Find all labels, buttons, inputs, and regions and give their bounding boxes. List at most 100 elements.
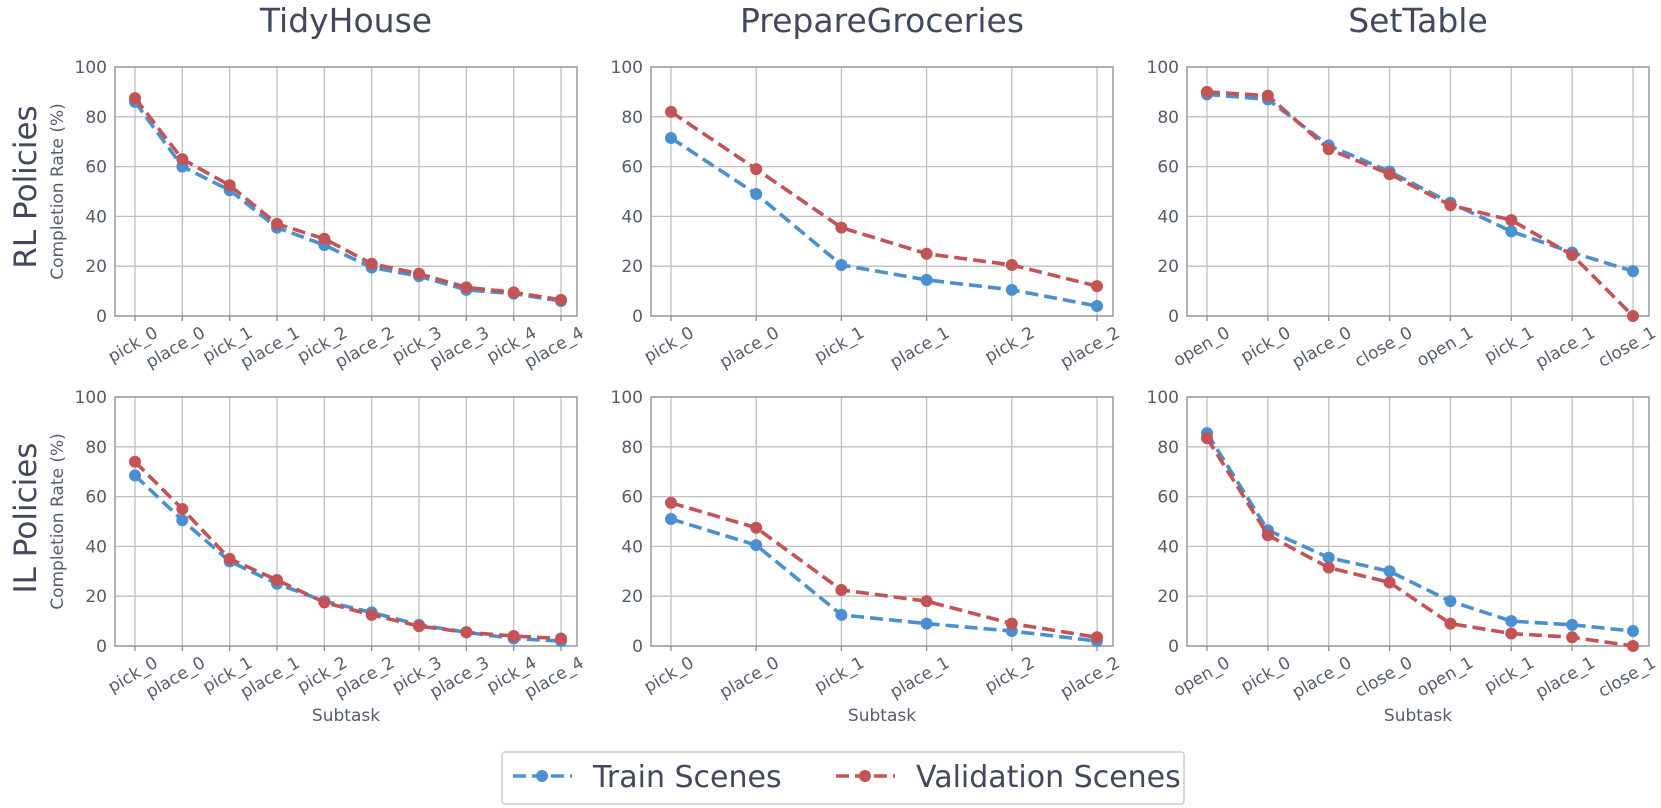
series-line-validation-scenes [1205,437,1634,648]
data-point-validation-scenes [271,574,283,587]
y-tick-label: 60 [621,488,643,508]
y-tick-label: 60 [85,488,107,508]
data-point-validation-scenes [1322,561,1335,574]
row-title-rl: RL Policies [8,105,44,268]
y-tick-label: 0 [632,637,643,657]
y-tick-label: 80 [1157,438,1179,458]
data-point-validation-scenes [365,608,378,621]
subplot-5: 0 20 40 60 80 100 pick_0 place_0 pick_1 place_1 pi… [611,388,1124,726]
plot-frame [114,396,578,647]
data-point-train-scenes [750,539,763,552]
data-point-validation-scenes [271,217,283,230]
x-axis-label: Subtask [1384,706,1452,726]
data-point-validation-scenes [365,257,378,270]
data-point-train-scenes [1627,265,1639,278]
data-point-validation-scenes [176,503,189,516]
y-tick-label: 40 [85,207,107,227]
data-point-validation-scenes [665,105,677,118]
x-tick-label: pick_0 [1238,653,1295,697]
data-point-train-scenes [1566,618,1579,631]
x-tick-label: pick_2 [982,323,1039,367]
y-tick-label: 60 [621,158,643,178]
y-tick-label: 100 [611,58,643,78]
subplot-3: 0 20 40 60 80 100 open_0 pick_0place_0close_0op… [1147,1,1660,373]
data-point-validation-scenes [460,626,473,639]
x-tick-label: place_1 [887,653,953,703]
y-tick-label: 20 [1157,587,1179,607]
x-tick-label: pick_1 [1481,323,1538,367]
series-line-validation-scenes [133,460,562,641]
y-tick-label: 80 [85,438,107,458]
subplot-title: PrepareGroceries [740,1,1024,40]
data-point-validation-scenes [1566,631,1579,644]
plot-frame [114,66,578,317]
y-tick-label: 20 [85,257,107,277]
legend: Train Scenes Validation Scenes [501,751,1185,805]
y-tick-label: 0 [96,637,107,657]
data-point-train-scenes [835,258,848,271]
data-point-validation-scenes [1627,640,1639,652]
x-tick-label: place_0 [716,653,782,703]
y-tick-label: 0 [96,307,107,327]
series-line-validation-scenes [669,110,1098,288]
y-tick-label: 40 [621,537,643,557]
data-point-validation-scenes [1201,85,1213,98]
x-axis-label: Subtask [848,706,916,726]
data-point-train-scenes [1322,551,1335,564]
data-point-train-scenes [1005,283,1018,296]
series-line-train-scenes [1205,432,1634,633]
data-point-validation-scenes [1444,199,1457,212]
y-tick-label: 60 [1157,158,1179,178]
series-line-train-scenes [133,100,562,303]
y-axis-label: Completion Rate (%) [48,433,68,610]
x-tick-label: close_0 [1351,323,1416,372]
data-point-validation-scenes [1091,280,1103,293]
subplot-4: 020406080100pick_0place_0pick_1place_1pi… [48,388,588,726]
data-point-validation-scenes [1201,432,1213,445]
y-tick-label: 0 [632,307,643,327]
series-line-validation-scenes [133,97,562,302]
x-tick-label: open_1 [1413,653,1476,701]
data-point-train-scenes [920,273,933,286]
x-tick-label: close_1 [1595,653,1660,702]
x-tick-label: open_0 [1170,323,1233,371]
subplot-grid: 020406080100pick_0place_0pick_1place_1pi… [48,1,1660,726]
y-tick-label: 40 [1157,537,1179,557]
data-point-validation-scenes [1627,310,1639,322]
subplot-1: 020406080100pick_0place_0pick_1place_1pi… [48,1,588,373]
subplot-6: 0 20 40 60 80 100 open_0 pick_0place_0close_0op… [1147,388,1660,726]
y-tick-label: 0 [1168,307,1179,327]
data-point-validation-scenes [555,632,567,645]
data-point-validation-scenes [1091,631,1103,644]
y-tick-label: 60 [85,158,107,178]
y-tick-label: 100 [1147,58,1179,78]
x-tick-label: pick_0 [641,323,698,367]
data-point-train-scenes [129,469,141,482]
x-tick-label: place_0 [716,323,782,373]
data-point-validation-scenes [1566,248,1579,261]
data-point-validation-scenes [1505,627,1518,640]
y-tick-label: 20 [85,587,107,607]
x-tick-label: pick_2 [982,653,1039,697]
data-point-train-scenes [1505,615,1518,628]
series-line-validation-scenes [1206,90,1635,318]
data-point-train-scenes [1505,225,1518,238]
data-point-train-scenes [835,608,848,621]
data-point-validation-scenes [1322,143,1335,156]
legend-train-swatch-marker [536,770,548,782]
data-point-validation-scenes [129,92,141,105]
data-point-validation-scenes [1261,529,1274,542]
data-point-validation-scenes [1444,617,1457,630]
x-tick-label: pick_0 [641,653,698,697]
data-point-validation-scenes [750,163,763,176]
legend-validation-swatch-marker [859,770,871,782]
data-point-validation-scenes [1005,258,1018,271]
data-point-validation-scenes [1261,89,1274,102]
y-tick-label: 0 [1168,637,1179,657]
x-tick-label: place_0 [1289,653,1355,703]
x-tick-label: place_1 [1532,653,1598,703]
data-point-train-scenes [1444,595,1457,608]
data-point-train-scenes [750,187,763,200]
y-axis-label: Completion Rate (%) [48,103,68,280]
